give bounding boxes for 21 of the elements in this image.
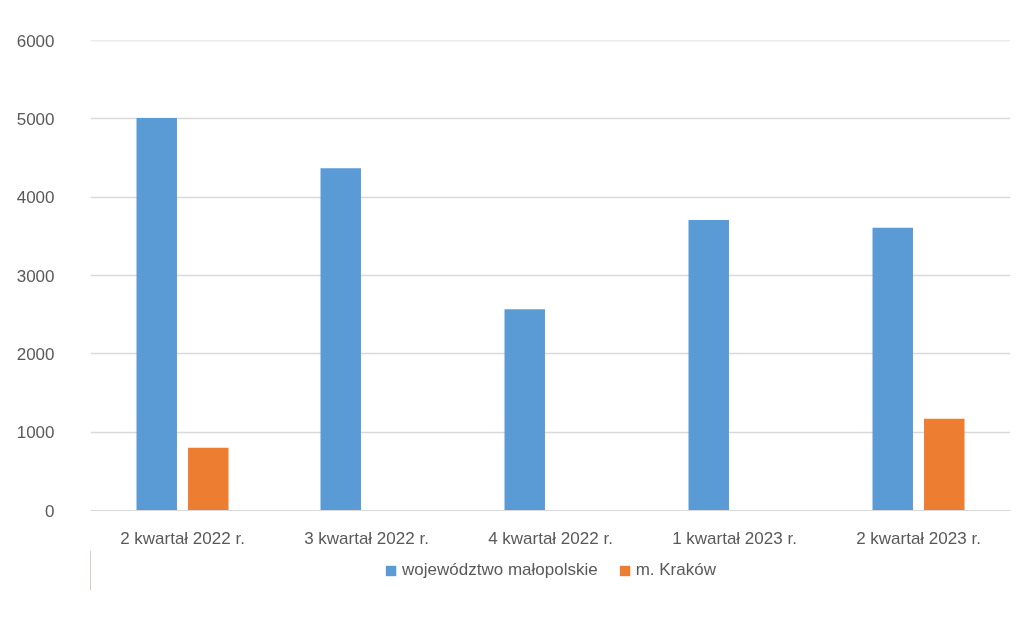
bar [504,309,545,511]
y-tick-label: 2000 [16,344,55,364]
x-tick-label: 1 kwartał 2023 r. [672,528,797,548]
bar [320,168,361,511]
bar [136,118,177,511]
y-tick-label: 3000 [16,266,55,286]
x-tick-label: 3 kwartał 2022 r. [304,528,429,548]
y-tick-label: 1000 [16,423,55,443]
y-tick-label: 6000 [16,31,55,51]
bar [688,219,729,511]
x-tick-label: 2 kwartał 2023 r. [856,528,981,548]
legend-label: województwo małopolskie [402,560,598,580]
bar [188,447,229,511]
bar [924,418,965,511]
legend-label: m. Kraków [635,560,716,580]
y-tick-label: 0 [45,501,55,521]
x-tick-label: 4 kwartał 2022 r. [488,528,613,548]
bar [872,227,913,511]
y-tick-label: 5000 [16,109,55,129]
x-tick-label: 2 kwartał 2022 r. [120,528,245,548]
y-tick-label: 4000 [16,188,55,208]
